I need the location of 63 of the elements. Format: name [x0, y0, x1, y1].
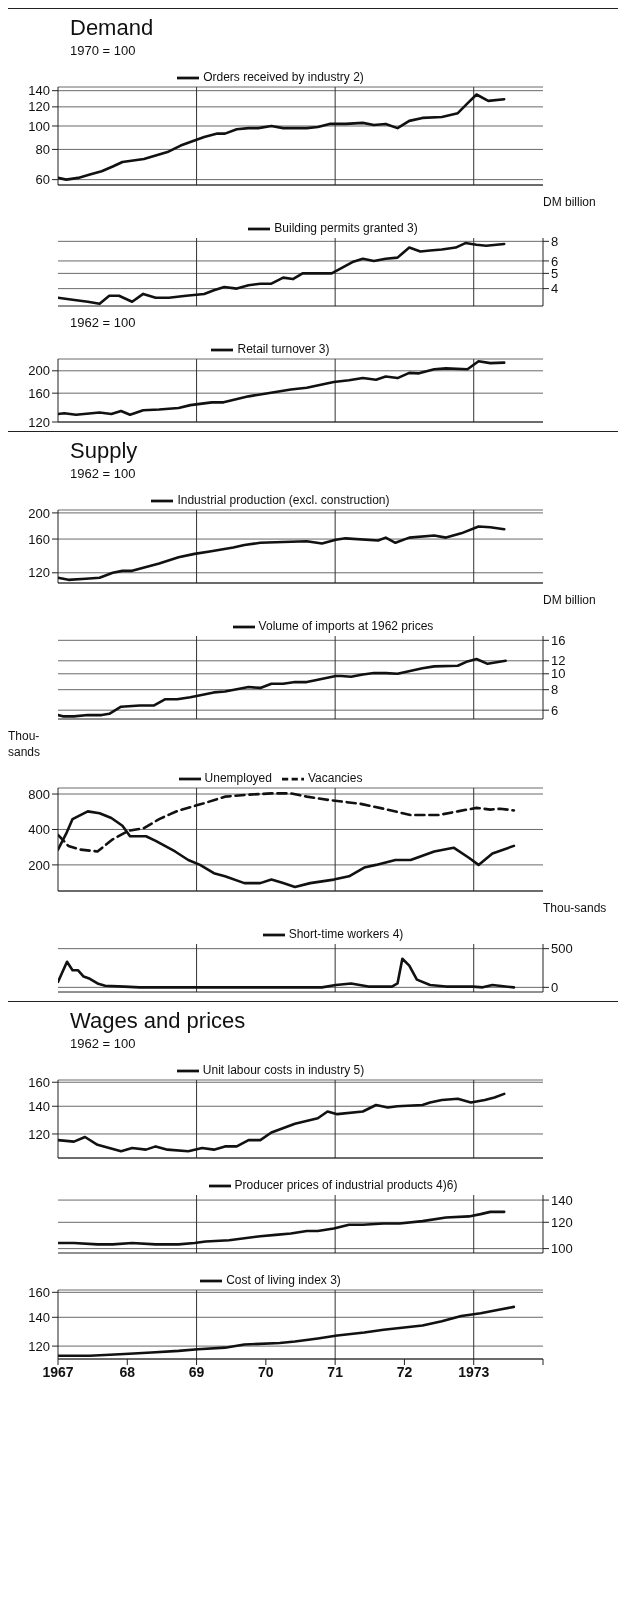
- y-tick-label: 120: [28, 99, 50, 115]
- y-tick-label: 160: [28, 531, 50, 547]
- y2-tick-label: 4: [551, 281, 559, 297]
- y-tick-label: 140: [28, 1309, 50, 1325]
- x-tick-label: 71: [327, 1363, 344, 1380]
- y-tick-label: 60: [35, 172, 50, 188]
- y-tick-label: 100: [28, 118, 50, 134]
- y-tick-label: 160: [28, 1074, 50, 1090]
- legend-label: Short-time workers 4): [288, 927, 404, 942]
- y2-tick-label: 5: [551, 266, 559, 282]
- y-tick-label: 120: [28, 1338, 50, 1354]
- y2-tick-label: 0: [551, 979, 559, 995]
- y2-tick-label: 10: [551, 666, 566, 682]
- y2-tick-label: 120: [551, 1214, 573, 1230]
- y-tick-label: 400: [28, 822, 50, 838]
- legend-label: Industrial production (excl. construction): [177, 493, 390, 508]
- x-tick-label: 1967: [42, 1363, 74, 1380]
- y2-tick-label: 6: [551, 702, 559, 718]
- y2-tick-label: 500: [551, 941, 573, 957]
- y2-tick-label: 12: [551, 653, 566, 669]
- x-tick-label: 72: [396, 1363, 413, 1380]
- y-tick-label: 120: [28, 565, 50, 581]
- y2-tick-label: 6: [551, 253, 559, 269]
- y2-tick-label: 8: [551, 233, 559, 249]
- y2-tick-label: 16: [551, 632, 566, 648]
- text: 1962 = 100: [70, 466, 137, 482]
- legend-label: Retail turnover 3): [237, 342, 330, 357]
- y-tick-label: 80: [35, 142, 50, 158]
- chart-title: Supply: [8, 431, 618, 466]
- y2-tick-label: 140: [551, 1192, 573, 1208]
- y-tick-label: 160: [28, 385, 50, 401]
- y2-tick-label: 8: [551, 682, 559, 698]
- y-axis-title: Thou-sands: [8, 728, 42, 760]
- chart-title: Demand: [8, 8, 618, 43]
- chart-title: Wages and prices: [8, 1001, 618, 1036]
- text: 1962 = 100: [70, 1036, 137, 1052]
- y-tick-label: 140: [28, 1098, 50, 1114]
- text: 1962 = 100: [70, 315, 137, 331]
- y-tick-label: 200: [28, 505, 50, 521]
- legend-label: Volume of imports at 1962 prices: [258, 619, 434, 634]
- y-tick-label: 200: [28, 363, 50, 379]
- x-tick-label: 68: [119, 1363, 136, 1380]
- text: 1970 = 100: [70, 43, 137, 59]
- legend-label: Vacancies: [307, 771, 363, 786]
- x-tick-label: 70: [258, 1363, 274, 1380]
- y2-axis-title: DM billion: [543, 592, 597, 608]
- y-tick-label: 140: [28, 83, 50, 99]
- legend-label: Building permits granted 3): [274, 221, 418, 236]
- legend-label: Unemployed: [204, 771, 272, 786]
- x-tick-label: 1973: [458, 1363, 490, 1380]
- y2-axis-title: Thou-sands: [543, 900, 608, 916]
- y-tick-label: 120: [28, 1126, 50, 1142]
- legend-label: Orders received by industry 2): [203, 70, 364, 85]
- legend-label: Producer prices of industrial products 4)6): [234, 1178, 458, 1193]
- y-tick-label: 200: [28, 857, 50, 873]
- y2-axis-title: DM billion: [543, 194, 597, 210]
- y-tick-label: 120: [28, 414, 50, 430]
- legend-label: Cost of living index 3): [226, 1273, 341, 1288]
- legend-label: Unit labour costs in industry 5): [202, 1063, 365, 1078]
- y-tick-label: 800: [28, 786, 50, 802]
- y2-tick-label: 100: [551, 1241, 573, 1257]
- x-tick-label: 69: [188, 1363, 205, 1380]
- y-tick-label: 160: [28, 1284, 50, 1300]
